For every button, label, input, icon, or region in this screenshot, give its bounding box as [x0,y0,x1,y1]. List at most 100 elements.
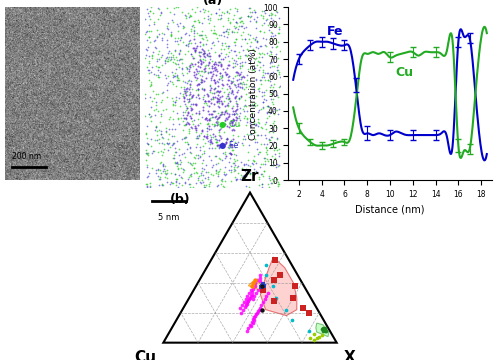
Point [158,62,166,68]
Point [265,184,273,189]
Point [213,35,221,41]
Point [219,67,227,72]
Point [199,96,207,102]
Point [274,107,282,112]
Point [254,308,262,314]
Text: Cu: Cu [396,66,413,79]
Point [170,145,178,151]
Point [251,100,259,106]
Point [230,127,238,133]
Point [193,44,201,49]
Point [156,99,164,105]
Point [224,91,232,97]
Point [252,290,260,296]
Point [266,60,274,66]
Point [148,55,156,60]
Point [250,158,258,164]
Point [220,129,228,135]
Point [210,90,218,96]
Point [192,152,200,158]
Point [237,95,245,100]
Point [198,32,206,38]
Point [206,65,214,71]
Point [186,149,194,155]
Point [250,95,258,101]
Point [226,159,234,165]
Point [265,129,273,135]
Point [180,122,188,127]
Point [228,147,236,153]
Point [172,179,179,185]
Point [276,146,283,152]
Point [266,122,274,128]
Point [215,53,223,59]
Point [275,71,283,77]
Point [246,295,254,301]
Point [266,49,274,54]
Point [200,53,208,59]
Point [147,136,155,142]
Point [208,111,216,117]
Point [275,181,283,187]
Point [202,100,210,105]
Point [233,101,241,107]
Point [263,103,271,108]
Point [228,144,236,150]
Point [172,54,180,60]
Point [222,95,230,101]
Point [182,64,190,70]
Point [236,111,244,116]
Point [218,157,226,163]
Point [192,111,200,116]
Point [272,10,280,15]
Point [144,28,152,34]
Point [212,139,220,145]
Point [204,47,212,53]
Point [158,30,166,35]
Point [222,140,230,145]
Point [212,49,220,54]
Point [202,115,210,121]
Point [208,66,216,71]
Point [174,62,182,67]
Point [172,160,179,166]
Point [144,44,152,50]
Point [253,310,261,315]
Point [146,8,154,14]
Point [192,180,200,186]
Point [204,93,212,98]
Point [194,177,202,183]
Point [182,13,190,18]
Point [167,55,175,60]
Point [270,155,278,161]
Point [179,169,187,175]
Point [272,295,280,301]
Point [204,145,212,151]
Point [224,44,232,49]
Point [142,16,150,22]
Point [221,54,229,60]
Point [198,41,206,47]
Point [190,170,198,175]
Point [222,72,230,78]
Point [206,27,214,33]
Point [260,168,268,174]
Point [270,106,278,112]
Point [276,26,283,32]
Point [268,88,276,94]
Point [198,114,206,120]
Point [262,42,270,48]
Point [204,174,212,180]
Point [250,314,258,320]
Point [168,32,175,38]
Point [230,166,238,172]
Point [216,156,224,162]
Point [264,103,272,109]
Point [174,184,182,190]
Point [230,23,238,29]
Point [226,43,234,49]
Point [172,66,180,72]
Point [268,102,276,107]
Point [259,162,267,167]
Point [183,139,191,145]
